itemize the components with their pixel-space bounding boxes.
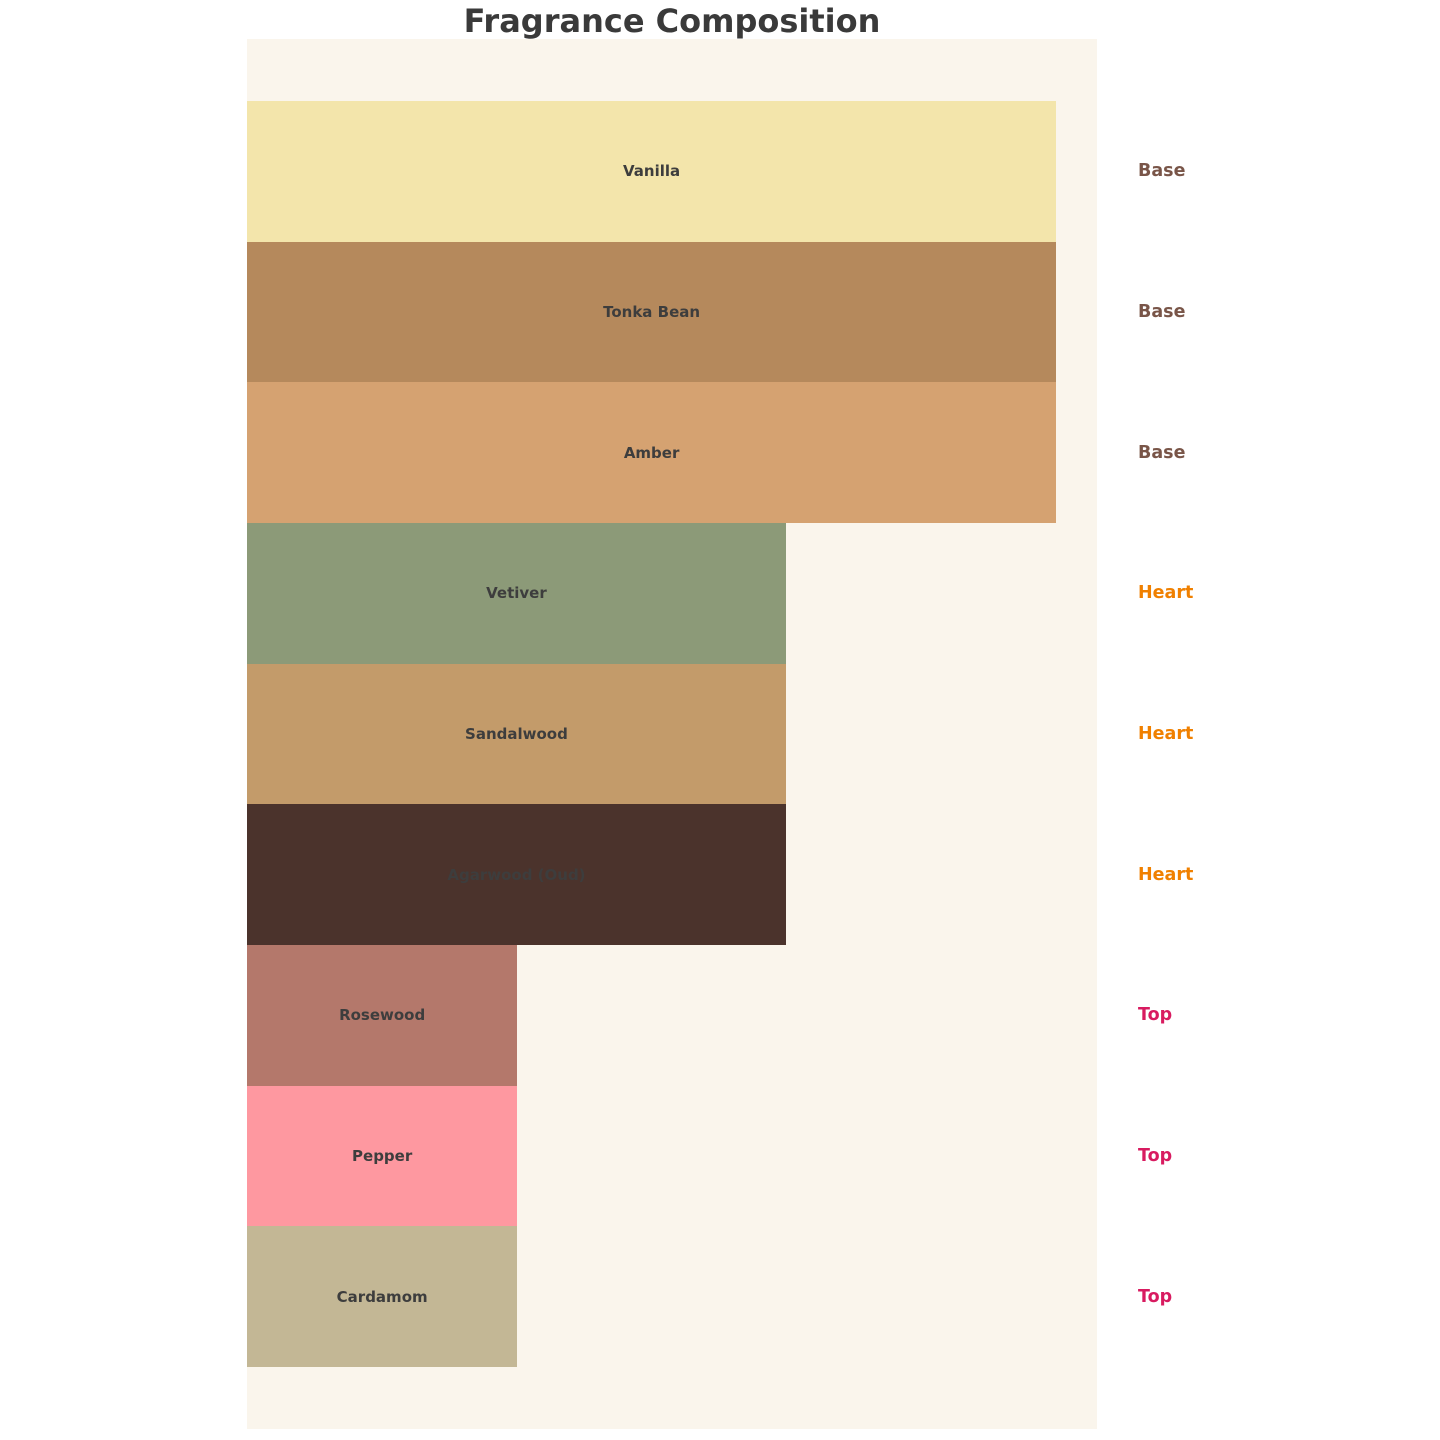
bar-row-rosewood: Rosewood Top (247, 944, 1172, 1086)
bar-rosewood: Rosewood (247, 944, 518, 1086)
group-label-top-2: Top (1138, 1145, 1173, 1166)
bar-amber: Amber (247, 382, 1057, 523)
chart-title: Fragrance Composition (463, 2, 881, 40)
bar-label-agarwood-oud: Agarwood (Oud) (447, 865, 586, 884)
group-label-base-3: Base (1138, 442, 1186, 463)
bar-label-tonka-bean: Tonka Bean (603, 302, 701, 321)
bar-vetiver: Vetiver (247, 522, 786, 664)
bar-label-rosewood: Rosewood (339, 1006, 426, 1025)
group-label-heart-1: Heart (1138, 583, 1194, 604)
group-label-heart-3: Heart (1138, 864, 1194, 885)
group-label-heart-2: Heart (1138, 723, 1194, 744)
bar-label-pepper: Pepper (352, 1146, 413, 1165)
group-label-top-3: Top (1138, 1286, 1173, 1307)
bar-label-amber: Amber (623, 443, 680, 462)
bar-vanilla: Vanilla (247, 101, 1057, 242)
group-label-base-2: Base (1138, 301, 1186, 322)
bar-tonka-bean: Tonka Bean (247, 241, 1057, 383)
bar-row-tonka-bean: Tonka Bean Base (247, 241, 1185, 383)
bar-row-pepper: Pepper Top (247, 1085, 1172, 1227)
bar-label-sandalwood: Sandalwood (465, 724, 568, 743)
bar-rows: Vanilla Base Tonka Bean Base Amber Base … (247, 101, 1193, 1367)
bar-row-agarwood-oud: Agarwood (Oud) Heart (247, 804, 1193, 945)
bar-row-cardamom: Cardamom Top (247, 1226, 1172, 1367)
bar-label-cardamom: Cardamom (336, 1287, 428, 1306)
bar-cardamom: Cardamom (247, 1226, 518, 1367)
bar-label-vanilla: Vanilla (623, 162, 681, 181)
bar-row-vetiver: Vetiver Heart (247, 522, 1193, 664)
group-label-top-1: Top (1138, 1005, 1173, 1026)
bar-sandalwood: Sandalwood (247, 663, 786, 805)
bar-label-vetiver: Vetiver (486, 584, 547, 603)
bar-row-amber: Amber Base (247, 382, 1185, 523)
group-label-base-1: Base (1138, 161, 1186, 182)
bar-row-vanilla: Vanilla Base (247, 101, 1185, 242)
bar-agarwood-oud: Agarwood (Oud) (247, 804, 786, 945)
bar-row-sandalwood: Sandalwood Heart (247, 663, 1193, 805)
bar-pepper: Pepper (247, 1085, 518, 1227)
chart-plot-area: Vanilla Base Tonka Bean Base Amber Base … (247, 39, 1193, 1429)
